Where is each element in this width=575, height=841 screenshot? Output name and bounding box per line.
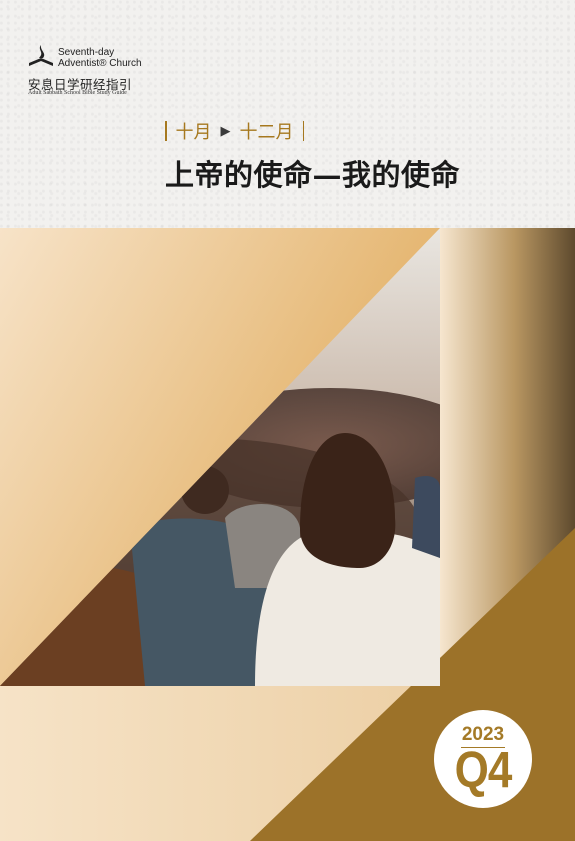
badge-divider (461, 746, 505, 749)
quarter-badge: 2023 Q4 (434, 710, 532, 808)
period-end: 十二月 (239, 122, 294, 143)
guide-subtitle: Adult Sabbath School Bible Study Guide (28, 90, 127, 96)
badge-quarter: Q4 (454, 742, 513, 799)
divider-bar (165, 121, 167, 141)
church-logo: Seventh-day Adventist® Church 安息日学研经指引 A… (28, 44, 168, 104)
church-name-line2: Adventist® Church (58, 58, 142, 69)
period-start: 十月 (175, 122, 212, 143)
right-gradient-strip (440, 228, 575, 658)
church-name-line1: Seventh-day (58, 47, 115, 58)
triangle-right-icon: ▶ (220, 123, 231, 139)
paper-header (0, 0, 575, 228)
guide-title-cn: 安息日学研经指引 (28, 77, 133, 92)
quarter-date-range: 十月 ▶ 十二月 (165, 120, 304, 143)
flame-bible-icon (29, 45, 53, 66)
page-title: 上帝的使命—我的使命 (165, 158, 461, 192)
badge-year: 2023 (461, 723, 505, 745)
divider-bar (302, 121, 304, 141)
cover-artwork (0, 228, 575, 841)
